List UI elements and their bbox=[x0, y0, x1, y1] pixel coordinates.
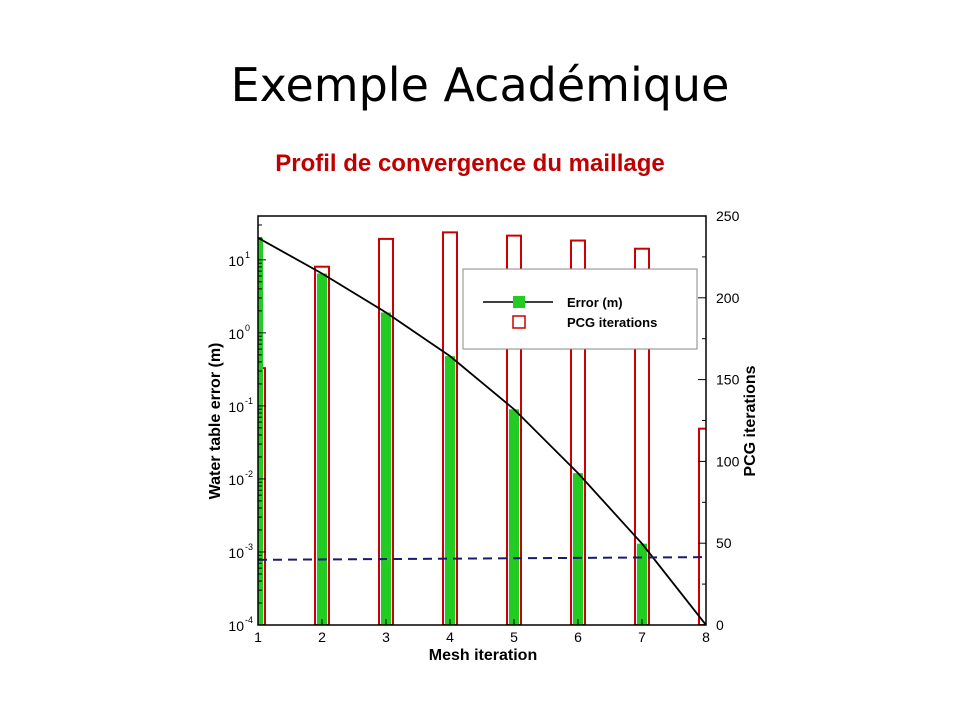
y-left-tick-label: 10 bbox=[228, 472, 244, 488]
y-left-tick-exponent: -3 bbox=[245, 542, 253, 552]
y-right-tick-label: 50 bbox=[716, 535, 732, 551]
error-bar bbox=[573, 473, 583, 625]
error-bar bbox=[381, 312, 391, 625]
x-tick-label: 6 bbox=[574, 629, 582, 645]
error-line bbox=[258, 237, 706, 625]
y-right-tick-label: 0 bbox=[716, 617, 724, 633]
x-tick-label: 3 bbox=[382, 629, 390, 645]
error-bar bbox=[317, 273, 327, 625]
y-right-axis-label: PCG iterations bbox=[742, 365, 759, 476]
legend-error-swatch bbox=[513, 296, 525, 308]
y-left-tick-label: 10 bbox=[228, 326, 244, 342]
legend-error-label: Error (m) bbox=[567, 295, 623, 310]
y-right-tick-label: 100 bbox=[716, 453, 740, 469]
y-left-tick-exponent: -4 bbox=[245, 615, 253, 625]
y-right-tick-label: 150 bbox=[716, 372, 740, 388]
legend-box bbox=[462, 268, 698, 350]
legend-pcg-swatch bbox=[512, 315, 526, 329]
y-right-tick-label: 200 bbox=[716, 290, 740, 306]
error-bar bbox=[509, 409, 519, 625]
x-axis-label: Mesh iteration bbox=[429, 647, 537, 664]
error-bar bbox=[258, 237, 263, 625]
x-tick-label: 7 bbox=[638, 629, 646, 645]
legend-pcg-label: PCG iterations bbox=[567, 315, 657, 330]
legend: Error (m) PCG iterations bbox=[462, 268, 698, 350]
y-left-axis-label: Water table error (m) bbox=[207, 343, 224, 500]
y-left-tick-exponent: 0 bbox=[245, 323, 250, 333]
x-tick-label: 2 bbox=[318, 629, 326, 645]
pcg-bar bbox=[698, 427, 706, 625]
error-bar bbox=[445, 356, 455, 625]
y-left-tick-label: 10 bbox=[228, 399, 244, 415]
y-right-tick-label: 250 bbox=[716, 208, 740, 224]
x-tick-label: 5 bbox=[510, 629, 518, 645]
error-bar bbox=[637, 543, 647, 625]
y-left-tick-exponent: -1 bbox=[245, 396, 253, 406]
x-tick-label: 8 bbox=[702, 629, 710, 645]
y-left-tick-label: 10 bbox=[228, 545, 244, 561]
y-left-tick-label: 10 bbox=[228, 618, 244, 634]
slide-subtitle: Profil de convergence du maillage bbox=[275, 150, 665, 177]
x-tick-label: 4 bbox=[446, 629, 454, 645]
x-tick-label: 1 bbox=[254, 629, 262, 645]
y-left-tick-exponent: -2 bbox=[245, 469, 253, 479]
slide-title: Exemple Académique bbox=[230, 58, 730, 112]
y-left-tick-label: 10 bbox=[228, 253, 244, 269]
y-left-tick-exponent: 1 bbox=[245, 250, 250, 260]
